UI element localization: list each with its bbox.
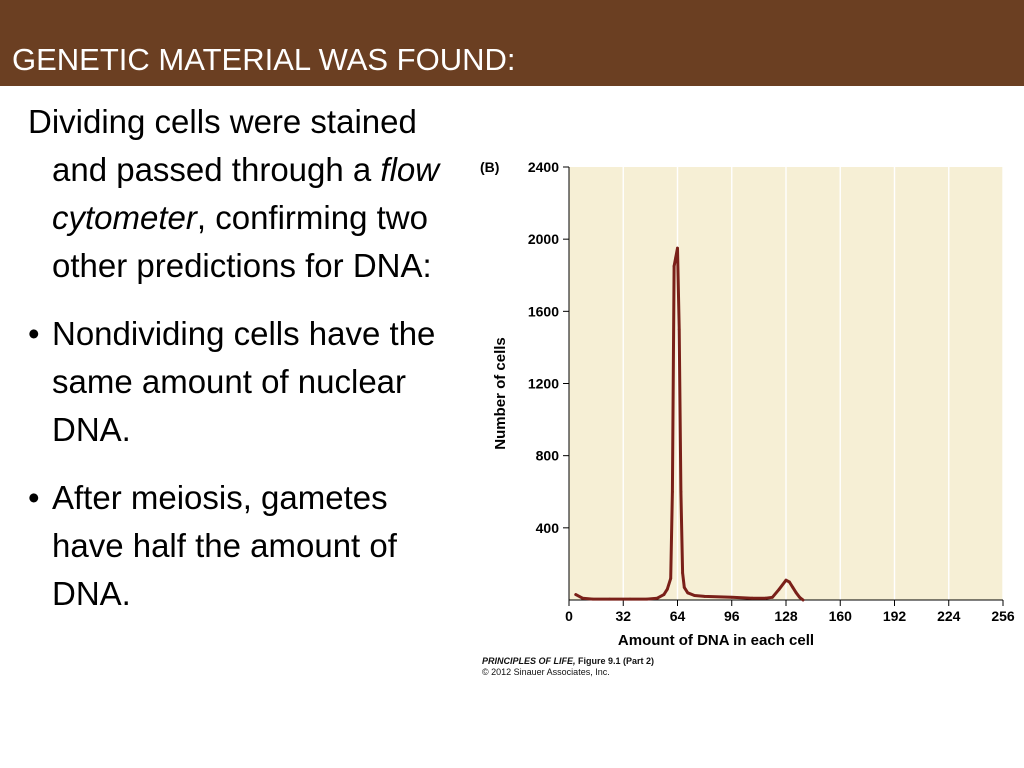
data-point — [703, 595, 706, 598]
slide-title: GENETIC MATERIAL WAS FOUND: — [12, 42, 516, 77]
data-point — [693, 594, 696, 597]
y-tick-label: 1200 — [528, 376, 559, 392]
y-axis-label: Number of cells — [492, 337, 509, 450]
data-point — [784, 578, 788, 582]
figure: (B) 400 800 1200 1600 2000 2400 0 32 64 96 128 160 1… — [470, 150, 1024, 690]
y-tick-label: 800 — [536, 448, 560, 464]
x-tick-label: 224 — [937, 608, 961, 624]
y-tick-label: 400 — [536, 520, 560, 536]
x-axis-label: Amount of DNA in each cell — [618, 632, 814, 649]
data-point — [591, 597, 595, 601]
intro-text-emphasis: flow cytometer — [52, 151, 440, 236]
x-tick-label: 0 — [565, 608, 573, 624]
x-tick-label: 192 — [883, 608, 907, 624]
data-point — [764, 596, 768, 600]
y-tick-label: 2000 — [528, 231, 559, 247]
data-point — [672, 264, 676, 268]
data-point — [794, 591, 798, 595]
x-tick-label: 256 — [991, 608, 1015, 624]
data-point — [801, 598, 805, 602]
bullet-text: Nondividing cells have the same amount o… — [52, 315, 436, 448]
bullet-item: • After meiosis, gametes have half the a… — [28, 474, 468, 618]
data-point — [581, 596, 584, 600]
bullet-item: • Nondividing cells have the same amount… — [28, 310, 468, 454]
bullet-text: After meiosis, gametes have half the amo… — [52, 479, 397, 612]
data-point — [608, 597, 612, 601]
data-point — [798, 595, 801, 599]
data-point — [771, 595, 774, 599]
credit-copyright: © 2012 Sinauer Associates, Inc. — [482, 667, 610, 677]
data-point — [676, 246, 679, 250]
x-tick-label: 128 — [774, 608, 798, 624]
data-point — [574, 593, 578, 596]
x-tick-label: 64 — [670, 608, 686, 624]
x-tick-label: 32 — [615, 608, 631, 624]
data-point — [665, 587, 669, 591]
data-point — [674, 255, 678, 259]
data-point — [677, 328, 681, 331]
data-point — [682, 586, 686, 589]
data-point — [645, 597, 649, 601]
data-point — [777, 587, 781, 591]
figure-credit-line: PRINCIPLES OF LIFE, Figure 9.1 (Part 2) — [482, 656, 654, 667]
figure-credit: PRINCIPLES OF LIFE, Figure 9.1 (Part 2) … — [482, 656, 654, 678]
intro-text-start: Dividing cells were stained and passed t… — [28, 103, 417, 188]
intro-text-end: , confirming two other predictions for D… — [52, 199, 432, 284]
dna-histogram-chart: (B) 400 800 1200 1600 2000 2400 0 32 64 96 128 160 1… — [480, 159, 1015, 649]
data-point — [679, 490, 683, 494]
bullet-marker: • — [28, 315, 40, 352]
y-tick-label: 1600 — [528, 303, 559, 319]
intro-paragraph: Dividing cells were stained and passed t… — [28, 98, 468, 290]
data-point — [671, 490, 674, 494]
data-point — [791, 586, 795, 589]
data-point — [788, 580, 791, 584]
data-point — [628, 597, 632, 601]
plot-area: 400 800 1200 1600 2000 2400 0 32 64 96 128 160 192 22… — [492, 159, 1015, 649]
bullet-marker: • — [28, 479, 40, 516]
data-point — [750, 596, 754, 600]
credit-figure-number: Figure 9.1 (Part 2) — [575, 656, 655, 666]
panel-label: (B) — [480, 159, 499, 175]
data-point — [662, 593, 666, 596]
data-point — [669, 577, 673, 580]
title-bar: GENETIC MATERIAL WAS FOUND: — [0, 0, 1024, 86]
data-point — [686, 591, 690, 595]
credit-book-title: PRINCIPLES OF LIFE, — [482, 656, 576, 666]
data-series-line — [574, 246, 805, 602]
x-tick-label: 96 — [724, 608, 740, 624]
slide-body-text: Dividing cells were stained and passed t… — [28, 98, 468, 618]
data-point — [681, 571, 684, 575]
data-point — [655, 596, 659, 600]
x-tick-label: 160 — [829, 608, 853, 624]
y-tick-label: 2400 — [528, 159, 559, 175]
data-point — [730, 595, 734, 599]
